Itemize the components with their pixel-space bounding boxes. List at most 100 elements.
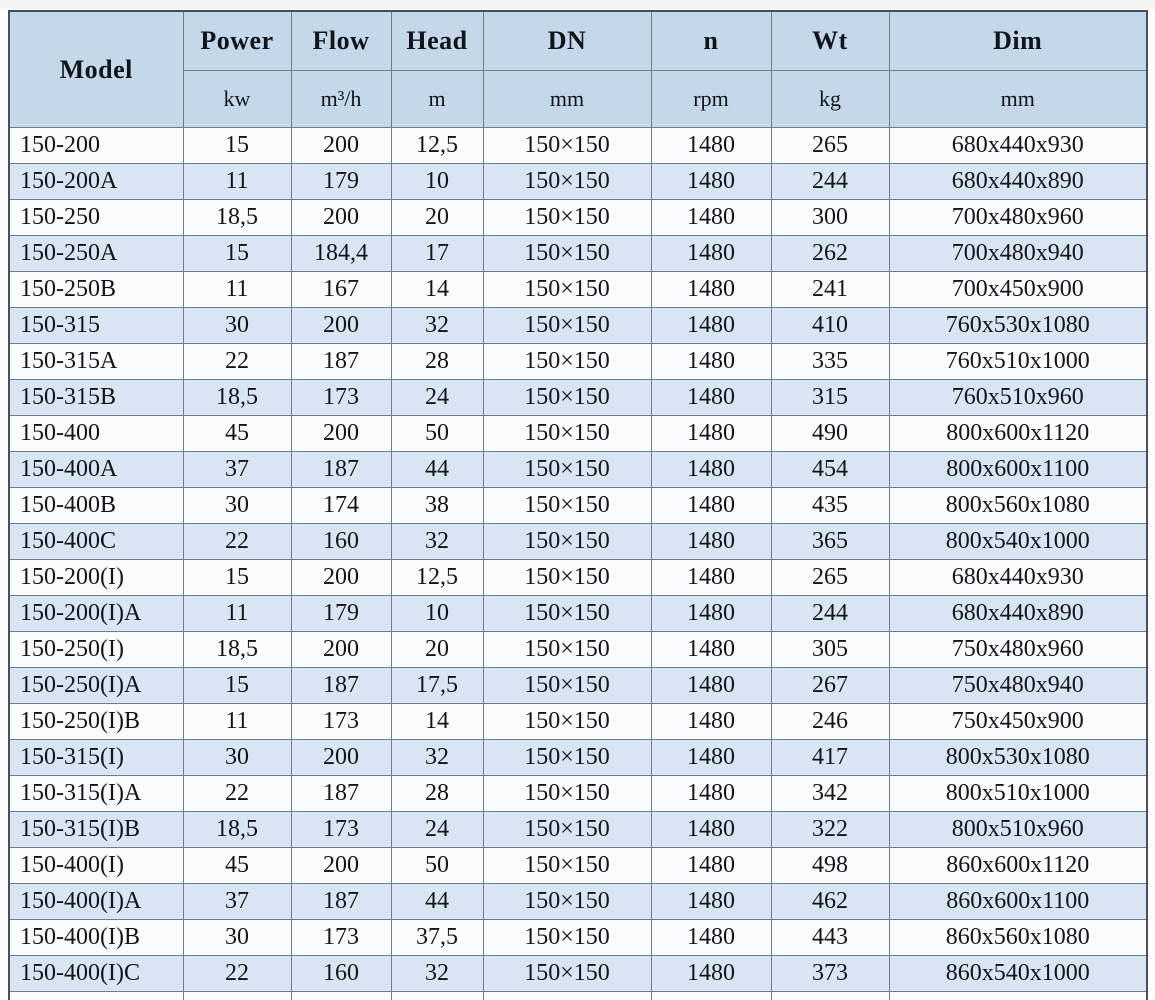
cell-model: 150-250(I)B: [8, 703, 184, 740]
cell-wt: 335: [770, 343, 890, 380]
cell-wt: 462: [770, 883, 890, 920]
cell-n: 1480: [650, 307, 772, 344]
cell-dim: 760x510x1000: [888, 343, 1148, 380]
cell-dn: 150×150: [482, 883, 652, 920]
table-row: 150-250A 15 184,4 17 150×150 1480 262 700x480x9…: [8, 235, 1148, 272]
table-row: 150-315B 18,5 173 24 150×150 1480 315 760x510x9…: [8, 379, 1148, 416]
cell-power: 18,5: [182, 379, 292, 416]
cell-head: 44: [390, 451, 484, 488]
cell-head: 14: [390, 703, 484, 740]
cell-dn: 150×150: [482, 775, 652, 812]
col-unit-n: rpm: [650, 70, 772, 128]
cell-flow: 174: [290, 487, 392, 524]
cell-head: 24: [390, 811, 484, 848]
cell-dim: 860x540x1000: [888, 955, 1148, 992]
cell-n: 1480: [650, 739, 772, 776]
cell-dn: 150×150: [482, 379, 652, 416]
cell-power: 18,5: [182, 199, 292, 236]
table-row: 150-400(I) 45 200 50 150×150 1480 498 860x600x1…: [8, 847, 1148, 884]
cell-head: 20: [390, 199, 484, 236]
cell-head: 12,5: [390, 127, 484, 164]
cell-dim: 680x440x890: [888, 595, 1148, 632]
table-body: 150-200 15 200 12,5 150×150 1480 265 680x440x93…: [8, 127, 1148, 1000]
col-unit-flow: m³/h: [290, 70, 392, 128]
cell-model: 150-315(I)B: [8, 811, 184, 848]
cell-wt: 244: [770, 595, 890, 632]
cell-n: 1480: [650, 919, 772, 956]
cell-head: 44: [390, 883, 484, 920]
cell-flow: 200: [290, 559, 392, 596]
cell-model: 150-250(I)A: [8, 667, 184, 704]
cell-flow: 200: [290, 415, 392, 452]
table-header: Model Power Flow Head DN n Wt Dim kw m³/…: [8, 10, 1148, 128]
col-header-dn: DN: [482, 10, 652, 71]
table-row: 150-400B 30 174 38 150×150 1480 435 800x560x108…: [8, 487, 1148, 524]
cell-empty: [8, 991, 184, 1000]
cell-dn: 150×150: [482, 271, 652, 308]
cell-model: 150-400(I)A: [8, 883, 184, 920]
cell-n: 1480: [650, 883, 772, 920]
cell-dim: 700x480x940: [888, 235, 1148, 272]
cell-n: 1480: [650, 523, 772, 560]
col-unit-dn: mm: [482, 70, 652, 128]
cell-power: 11: [182, 163, 292, 200]
cell-empty: [888, 991, 1148, 1000]
cell-dim: 750x450x900: [888, 703, 1148, 740]
cell-power: 22: [182, 343, 292, 380]
cell-flow: 173: [290, 379, 392, 416]
header-unit-row: kw m³/h m mm rpm kg mm: [9, 70, 1148, 128]
cell-model: 150-250B: [8, 271, 184, 308]
cell-flow: 200: [290, 307, 392, 344]
cell-dn: 150×150: [482, 667, 652, 704]
col-header-head: Head: [390, 10, 484, 71]
col-unit-wt: kg: [770, 70, 890, 128]
cell-model: 150-400B: [8, 487, 184, 524]
cell-model: 150-315(I): [8, 739, 184, 776]
cell-n: 1480: [650, 199, 772, 236]
cell-wt: 305: [770, 631, 890, 668]
col-header-flow: Flow: [290, 10, 392, 71]
cell-head: 10: [390, 163, 484, 200]
cell-power: 37: [182, 883, 292, 920]
cell-power: 30: [182, 919, 292, 956]
cell-wt: 490: [770, 415, 890, 452]
cell-flow: 200: [290, 127, 392, 164]
cell-wt: 417: [770, 739, 890, 776]
cell-power: 11: [182, 595, 292, 632]
cell-dn: 150×150: [482, 847, 652, 884]
cell-flow: 200: [290, 739, 392, 776]
table-row: 150-400(I)C 22 160 32 150×150 1480 373 860x540x…: [8, 955, 1148, 992]
cell-power: 30: [182, 307, 292, 344]
cell-n: 1480: [650, 811, 772, 848]
cell-n: 1480: [650, 415, 772, 452]
cell-n: 1480: [650, 379, 772, 416]
cell-power: 15: [182, 559, 292, 596]
cell-empty: [290, 991, 392, 1000]
cell-wt: 262: [770, 235, 890, 272]
cell-dn: 150×150: [482, 631, 652, 668]
cell-dim: 760x530x1080: [888, 307, 1148, 344]
cell-flow: 167: [290, 271, 392, 308]
cell-model: 150-400(I): [8, 847, 184, 884]
col-header-dim: Dim: [888, 10, 1148, 71]
cell-model: 150-400: [8, 415, 184, 452]
cell-head: 20: [390, 631, 484, 668]
cell-wt: 267: [770, 667, 890, 704]
cell-power: 11: [182, 703, 292, 740]
cell-model: 150-315B: [8, 379, 184, 416]
cell-dim: 680x440x930: [888, 559, 1148, 596]
cell-n: 1480: [650, 235, 772, 272]
cell-dim: 760x510x960: [888, 379, 1148, 416]
cell-dn: 150×150: [482, 343, 652, 380]
cell-head: 17,5: [390, 667, 484, 704]
col-header-power: Power: [182, 10, 292, 71]
col-header-model: Model: [8, 10, 184, 128]
cell-flow: 173: [290, 703, 392, 740]
cell-n: 1480: [650, 163, 772, 200]
cell-wt: 300: [770, 199, 890, 236]
cell-dim: 800x600x1100: [888, 451, 1148, 488]
cell-dim: 800x510x960: [888, 811, 1148, 848]
cell-n: 1480: [650, 631, 772, 668]
cell-n: 1480: [650, 955, 772, 992]
col-unit-head: m: [390, 70, 484, 128]
